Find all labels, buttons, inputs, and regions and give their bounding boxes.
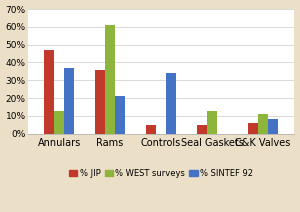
Bar [95,70,105,134]
Bar [248,123,258,134]
Bar [44,50,54,134]
Legend: % JIP, % WEST surveys, % SINTEF 92: % JIP, % WEST surveys, % SINTEF 92 [65,165,256,181]
Bar [64,68,74,134]
Bar [258,114,268,134]
Bar [207,111,217,134]
Bar [105,25,115,134]
Bar [197,125,207,134]
Bar [146,125,156,134]
Bar [115,96,125,134]
Bar [268,120,278,134]
Bar [54,111,64,134]
Bar [166,73,176,134]
